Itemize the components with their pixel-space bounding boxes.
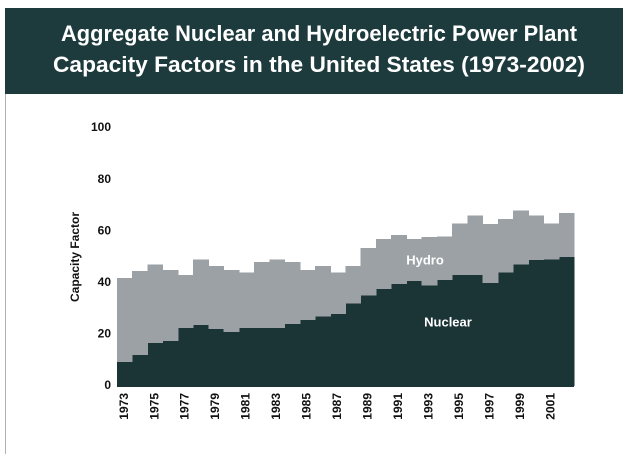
area-step xyxy=(452,223,468,276)
area-step xyxy=(421,236,438,286)
x-tick-label: 1997 xyxy=(482,393,496,420)
area-step xyxy=(391,235,407,285)
title-band xyxy=(5,8,623,94)
area-step xyxy=(375,288,392,386)
x-tick-label: 1987 xyxy=(330,393,344,420)
area-step xyxy=(467,215,484,276)
area-step xyxy=(482,223,499,283)
area-step xyxy=(177,327,194,386)
y-tick-label: 40 xyxy=(98,275,112,289)
chart-title: Capacity Factors in the United States (1… xyxy=(53,52,585,77)
x-tick-label: 1999 xyxy=(513,393,527,420)
y-tick-label: 100 xyxy=(91,120,111,134)
area-step xyxy=(223,269,240,332)
area-step xyxy=(299,319,316,386)
area-step xyxy=(543,259,560,386)
area-step xyxy=(436,280,453,386)
area-step xyxy=(117,362,133,386)
area-step xyxy=(208,266,225,330)
series-label: Hydro xyxy=(406,252,444,267)
y-tick-label: 0 xyxy=(104,378,111,392)
area-step xyxy=(467,275,484,386)
area-step xyxy=(360,247,377,296)
area-step xyxy=(315,316,331,386)
area-step xyxy=(482,282,499,386)
area-step xyxy=(543,223,560,260)
area-step xyxy=(162,269,179,342)
x-tick-label: 1989 xyxy=(361,393,375,420)
x-tick-label: 1981 xyxy=(239,393,253,420)
area-step xyxy=(117,277,133,363)
x-tick-label: 1983 xyxy=(269,393,283,420)
area-step xyxy=(208,329,225,386)
area-step xyxy=(223,331,240,386)
area-step xyxy=(452,275,468,386)
area-step xyxy=(528,260,545,386)
area-step xyxy=(421,285,438,386)
area-step xyxy=(406,238,423,281)
area-step xyxy=(284,262,301,325)
x-tick-label: 1977 xyxy=(178,393,192,420)
area-step xyxy=(375,238,392,289)
area-step xyxy=(513,210,529,265)
x-tick-label: 1975 xyxy=(147,393,161,420)
area-step xyxy=(269,327,286,386)
x-tick-label: 1973 xyxy=(117,393,131,420)
area-step xyxy=(254,327,270,386)
area-step xyxy=(238,327,255,386)
x-tick-label: 1991 xyxy=(391,393,405,420)
y-tick-label: 60 xyxy=(98,223,112,237)
area-step xyxy=(360,295,377,386)
area-step xyxy=(345,266,362,304)
chart-title: Aggregate Nuclear and Hydroelectric Powe… xyxy=(61,21,578,46)
y-axis-label: Capacity Factor xyxy=(68,212,82,302)
area-step xyxy=(238,272,255,328)
area-step xyxy=(528,215,545,261)
x-tick-label: 1993 xyxy=(421,393,435,420)
x-tick-label: 1985 xyxy=(300,393,314,420)
y-tick-label: 80 xyxy=(98,172,112,186)
area-step xyxy=(497,272,514,386)
x-tick-label: 1979 xyxy=(208,393,222,420)
area-step xyxy=(436,236,453,281)
area-step xyxy=(406,280,423,386)
x-tick-label: 2001 xyxy=(543,393,557,420)
series-label: Nuclear xyxy=(424,314,472,329)
area-step xyxy=(254,262,270,328)
area-step xyxy=(147,264,164,343)
area-step xyxy=(147,342,164,386)
area-step xyxy=(513,264,529,386)
area-step xyxy=(558,257,575,386)
area-step xyxy=(177,275,194,328)
area-step xyxy=(269,259,286,328)
area-step xyxy=(330,272,346,314)
y-tick-label: 20 xyxy=(98,327,112,341)
area-step xyxy=(132,270,148,356)
area-step xyxy=(558,213,575,257)
area-step xyxy=(299,269,316,320)
area-step xyxy=(330,313,346,386)
area-step xyxy=(345,303,362,386)
area-step xyxy=(193,259,209,326)
area-step xyxy=(315,266,331,317)
area-step xyxy=(162,341,179,386)
area-step xyxy=(284,324,301,386)
area-step xyxy=(132,355,148,386)
area-step xyxy=(193,325,209,386)
area-step xyxy=(497,219,514,273)
x-tick-label: 1995 xyxy=(452,393,466,420)
area-step xyxy=(391,284,407,386)
